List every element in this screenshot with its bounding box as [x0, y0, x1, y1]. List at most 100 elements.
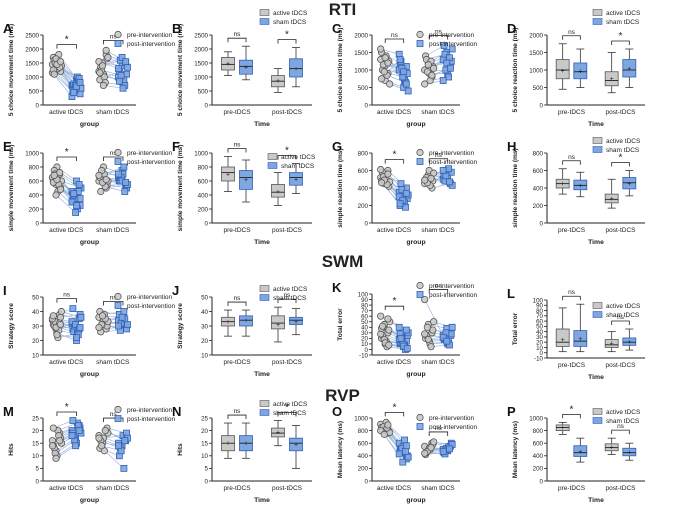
box-mean: +: [610, 196, 614, 203]
box-mean: +: [610, 444, 614, 451]
y-tick-label: 0: [365, 220, 369, 227]
legend-marker: [114, 148, 122, 157]
y-axis-label: 5 choice movement time (ms): [177, 24, 184, 116]
panel-letter: I: [3, 283, 7, 298]
chart-panel-a: 0 500 1000 1500 2000 2500 5 choice movement ti…: [3, 21, 175, 128]
section-title-swm: SWM: [321, 252, 364, 271]
y-tick-label: 0: [540, 478, 544, 485]
post-point: [403, 344, 411, 352]
x-axis-label: group: [80, 121, 99, 128]
y-tick-label: 15: [32, 441, 39, 448]
pre-point: [427, 343, 435, 351]
y-tick-label: 10: [32, 453, 39, 460]
post-point: [399, 458, 407, 466]
y-tick-label: 2000: [354, 32, 368, 39]
y-tick-label: 800: [533, 428, 544, 435]
y-tick-label: 200: [358, 466, 369, 473]
panel-letter: O: [332, 404, 342, 419]
y-tick-label: 600: [533, 168, 544, 175]
y-tick-label: 200: [29, 206, 40, 213]
box-iqr: [573, 62, 588, 80]
legend-marker: [114, 415, 122, 422]
box-mean: +: [561, 425, 565, 432]
y-tick-label: 400: [358, 453, 369, 460]
legend-swatch: [267, 153, 278, 160]
y-tick-label: 2000: [529, 32, 543, 39]
box-mean: +: [294, 176, 298, 183]
significance-bracket: [277, 39, 297, 44]
significance-bracket: [103, 301, 124, 306]
box-mean: +: [226, 61, 230, 68]
post-point: [76, 195, 84, 202]
significance-bracket: [611, 320, 630, 325]
post-point: [439, 447, 447, 455]
legend-marker: [416, 40, 424, 47]
box-mean: +: [276, 78, 280, 85]
y-tick-label: 0: [205, 220, 209, 227]
legend-swatch: [259, 400, 270, 407]
pre-point: [377, 179, 386, 187]
significance-ns: ns: [435, 152, 443, 159]
significance-ns: ns: [234, 295, 242, 302]
post-point: [118, 54, 126, 61]
panel-letter: E: [3, 139, 12, 154]
y-tick-label: -10: [534, 355, 544, 362]
y-tick-label: 50: [536, 324, 543, 331]
post-point: [115, 170, 122, 178]
pre-point: [427, 444, 435, 452]
y-tick-label: 90: [361, 297, 368, 304]
y-axis-label: 5 choice movement time (ms): [8, 24, 15, 116]
y-tick-label: 30: [536, 334, 543, 341]
x-tick-label: post-tDCS: [272, 359, 303, 366]
y-tick-label: 25: [201, 415, 208, 422]
pre-point: [386, 80, 394, 88]
pre-point: [377, 45, 385, 53]
legend-marker: [114, 405, 122, 414]
significance-ns: ns: [391, 32, 399, 39]
pre-point: [56, 57, 65, 66]
significance-ns: ns: [617, 314, 625, 321]
chart-panel-j: 10 20 30 40 50 Strategy score Time J + + ns pre-tDC…: [172, 283, 312, 378]
post-point: [120, 464, 128, 472]
y-tick-label: 500: [533, 85, 544, 92]
panel-letter: F: [172, 139, 180, 154]
pre-point: [377, 166, 385, 174]
legend-marker: [416, 281, 424, 290]
post-point: [76, 79, 84, 86]
legend-label: active tDCS: [273, 286, 308, 293]
chart-panel-d: 0 500 1000 1500 2000 5 choice reaction time (…: [507, 9, 645, 128]
box-mean: +: [610, 76, 614, 83]
y-tick-label: 80: [536, 308, 543, 315]
x-tick-label: post-tDCS: [606, 109, 637, 116]
y-tick-label: 70: [361, 308, 368, 315]
x-tick-label: pre-tDCS: [558, 485, 586, 492]
box-mean: +: [561, 68, 565, 75]
pre-point: [380, 68, 388, 76]
post-point: [439, 167, 447, 174]
pre-point: [430, 438, 438, 446]
legend-label: active tDCS: [606, 409, 641, 416]
pre-point: [384, 170, 392, 178]
x-axis-label: group: [406, 371, 425, 378]
significance-star: *: [285, 30, 289, 41]
legend-label: post-intervention: [127, 41, 175, 48]
legend-marker: [114, 30, 122, 39]
pre-point: [52, 191, 60, 199]
significance-star: *: [392, 402, 396, 413]
legend-marker: [416, 158, 424, 165]
post-point: [400, 68, 408, 76]
post-point: [121, 437, 129, 445]
box-mean: +: [578, 69, 582, 76]
x-tick-label: active tDCS: [377, 227, 412, 234]
y-tick-label: 0: [540, 102, 544, 109]
post-point: [124, 63, 131, 71]
y-tick-label: 400: [533, 453, 544, 460]
significance-star: *: [570, 404, 574, 415]
y-tick-label: 0: [540, 220, 544, 227]
y-tick-label: 400: [29, 192, 40, 199]
significance-ns: ns: [110, 411, 118, 418]
significance-bracket: [56, 44, 77, 49]
box-mean: +: [627, 181, 631, 188]
